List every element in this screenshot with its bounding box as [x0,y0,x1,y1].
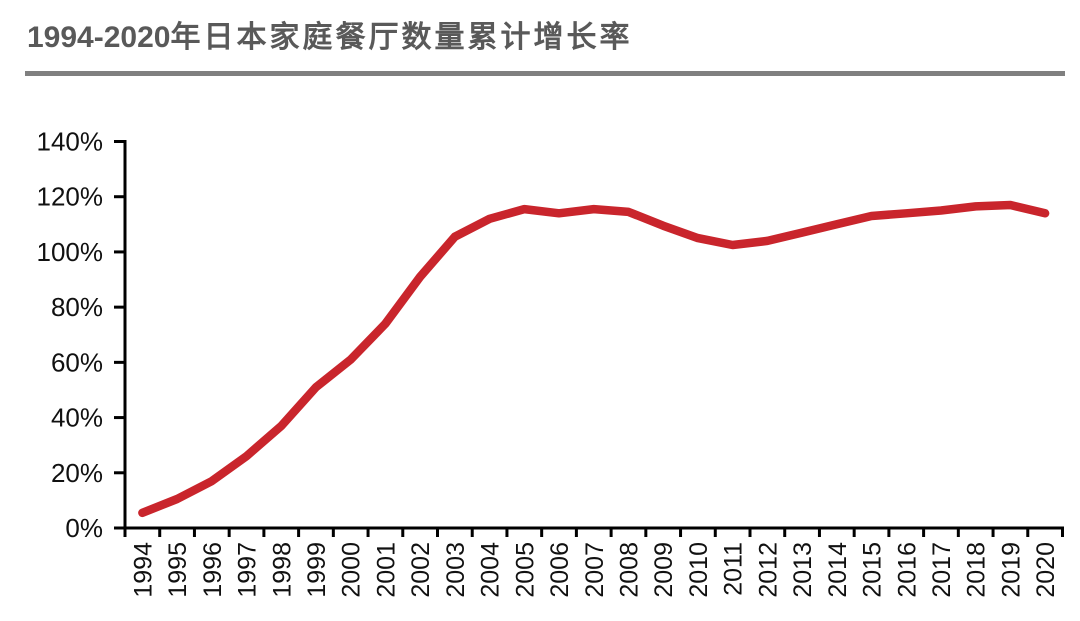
y-tick-label: 40% [51,403,103,433]
line-chart: 0% 20% 40% 60% 80% 100% 120% 140% 1994 1995 1996 19… [0,80,1080,621]
x-tick-label: 2004 [477,542,505,598]
x-tick-label: 2001 [372,542,400,598]
x-tick-label: 2012 [754,542,782,598]
x-tick-label: 1997 [234,542,262,598]
y-tick-label: 140% [37,127,104,157]
x-tick-label: 2020 [1032,542,1060,598]
page-title-chinese: 年日本家庭餐厅数量累计增长率 [170,20,633,55]
page-title: 1994-2020年日本家庭餐厅数量累计增长率 [27,20,1067,56]
y-tick-label: 0% [65,513,103,543]
page-title-years: 1994-2020 [27,21,171,54]
title-divider [25,71,1065,76]
y-tick-label: 20% [51,458,103,488]
x-tick-label: 2013 [789,542,817,598]
x-tick-label: 2011 [720,542,748,596]
x-tick-label: 2019 [997,542,1025,598]
line-chart-svg: 0%20%40%60%80%100%120%140%1994 1995 1996 19… [37,127,1064,598]
x-tick-label: 2009 [650,542,678,598]
x-tick-label: 2006 [546,542,574,598]
y-tick-label: 100% [37,237,104,267]
x-tick-label: 2018 [963,542,991,598]
y-tick-label: 120% [37,182,104,212]
x-tick-label: 2005 [511,542,539,598]
x-tick-label: 2002 [407,542,435,598]
x-tick-label: 2014 [824,542,852,598]
x-tick-label: 2017 [928,542,956,598]
series-line [138,200,1050,518]
x-tick-label: 1994 [129,542,157,598]
x-tick-label: 1999 [303,542,331,598]
x-tick-label: 2007 [581,542,609,598]
y-tick-label: 80% [51,292,103,322]
x-tick-label: 2016 [893,542,921,598]
x-tick-label: 2003 [442,542,470,598]
x-tick-label: 2015 [859,542,887,598]
y-tick-label: 60% [51,347,103,377]
x-tick-label: 1996 [199,542,227,598]
x-tick-label: 1995 [164,542,192,598]
x-tick-label: 2010 [685,542,713,598]
x-tick-label: 2000 [338,542,366,598]
chart-header: 1994-2020年日本家庭餐厅数量累计增长率 [27,20,1067,56]
x-tick-label: 2008 [615,542,643,598]
x-tick-label: 1998 [268,542,296,598]
